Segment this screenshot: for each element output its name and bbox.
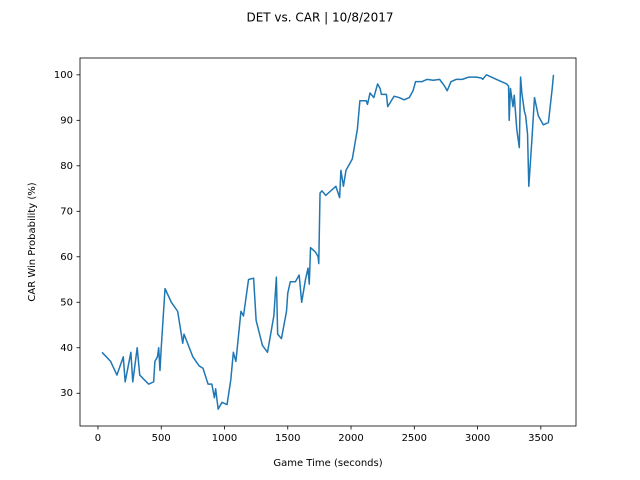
- x-tick-label: 2000: [338, 433, 363, 444]
- x-tick-label: 1000: [212, 433, 237, 444]
- y-tick-label: 30: [60, 388, 73, 399]
- y-axis-label: CAR Win Probability (%): [27, 182, 38, 301]
- y-tick-label: 100: [54, 70, 73, 81]
- plot-frame: [79, 57, 577, 427]
- data-line: [101, 74, 555, 410]
- x-tick-label: 3500: [528, 433, 553, 444]
- y-tick-label: 50: [60, 297, 73, 308]
- x-tick-label: 3000: [465, 433, 490, 444]
- x-tick-label: 2500: [402, 433, 427, 444]
- y-tick-label: 70: [60, 206, 73, 217]
- x-tick-label: 500: [152, 433, 171, 444]
- x-tick-label: 1500: [275, 433, 300, 444]
- y-tick-label: 80: [60, 161, 73, 172]
- x-tick-label: 0: [95, 433, 101, 444]
- x-axis-label: Game Time (seconds): [273, 458, 382, 469]
- chart-title: DET vs. CAR | 10/8/2017: [246, 11, 393, 25]
- y-tick-label: 40: [60, 343, 73, 354]
- y-tick-label: 60: [60, 252, 73, 263]
- y-tick-label: 90: [60, 115, 73, 126]
